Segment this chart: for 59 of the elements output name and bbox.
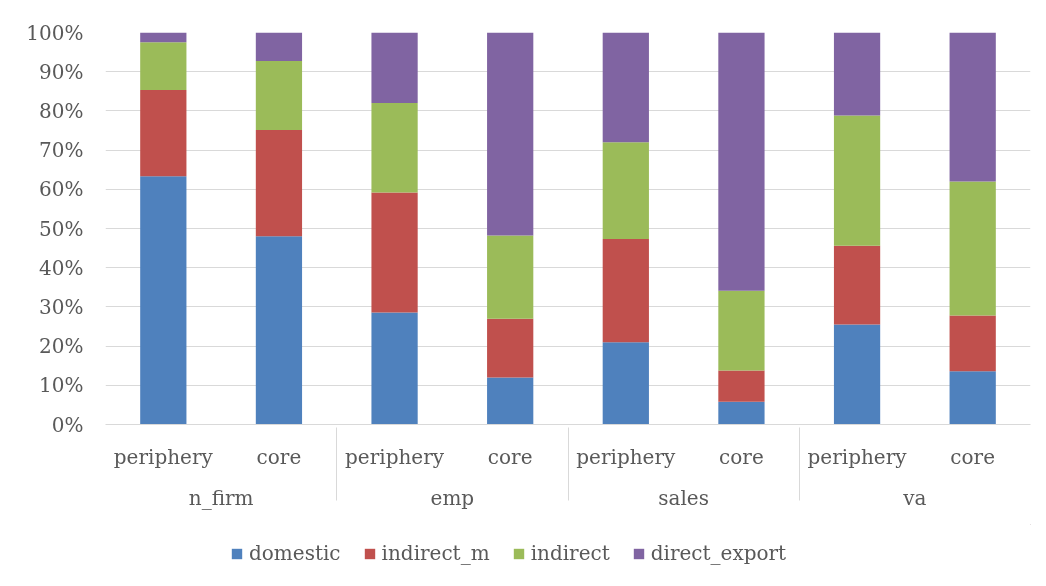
text: sales [658, 485, 709, 510]
bar [140, 42, 187, 91]
legend-label: indirect_m [381, 541, 490, 565]
x-tick-label: core [719, 444, 764, 469]
y-tick-label: 100% [26, 20, 84, 45]
bar [602, 142, 649, 240]
bar [371, 192, 418, 313]
bar [371, 32, 418, 104]
y-tick-label: 90% [39, 59, 84, 84]
bar [833, 324, 881, 425]
bar [140, 32, 187, 43]
x-tick-label: core [950, 444, 996, 469]
legend-label: direct_export [650, 541, 787, 565]
bar [255, 236, 303, 425]
bar [833, 245, 881, 325]
x-tick-label: periphery [807, 444, 908, 469]
y-tick-label: 80% [39, 98, 84, 123]
bar [487, 235, 534, 319]
y-tick-label: 40% [39, 255, 84, 280]
bar [833, 32, 881, 116]
y-tick-label: 60% [39, 177, 84, 202]
y-tick-label: 30% [39, 294, 84, 319]
y-tick-label: 10% [39, 373, 84, 398]
bar [140, 90, 187, 177]
legend-label: indirect [530, 541, 610, 565]
bar [255, 61, 303, 131]
bar [718, 370, 765, 402]
x-tick-label: periphery [345, 444, 445, 469]
text: va [902, 485, 927, 510]
x-tick-label: core [487, 444, 533, 469]
bar [140, 176, 187, 425]
y-tick-label: 20% [39, 334, 84, 359]
y-tick-label: 50% [39, 216, 84, 241]
x-tick-label: core [256, 444, 302, 469]
bar [602, 342, 649, 425]
bar [487, 32, 534, 236]
bar [487, 377, 534, 425]
bar [949, 32, 996, 182]
bar [718, 290, 765, 371]
bar [371, 103, 418, 193]
y-tick-label: 70% [39, 138, 84, 163]
bar [487, 318, 534, 378]
bar [602, 32, 649, 143]
x-tick-label: periphery [113, 444, 214, 469]
legend-label: domestic [249, 541, 341, 565]
bar [949, 315, 996, 372]
x-tick-label: periphery [576, 444, 676, 469]
bar [718, 32, 765, 291]
bar [833, 115, 881, 246]
bar [718, 401, 765, 425]
text: n_firm [188, 485, 254, 510]
bar [949, 371, 996, 425]
y-tick-label: 0% [51, 412, 84, 437]
bar [602, 239, 649, 343]
bar [255, 130, 303, 237]
bar [371, 312, 418, 425]
bar [949, 181, 996, 316]
text: emp [430, 485, 475, 510]
bar [255, 32, 303, 62]
